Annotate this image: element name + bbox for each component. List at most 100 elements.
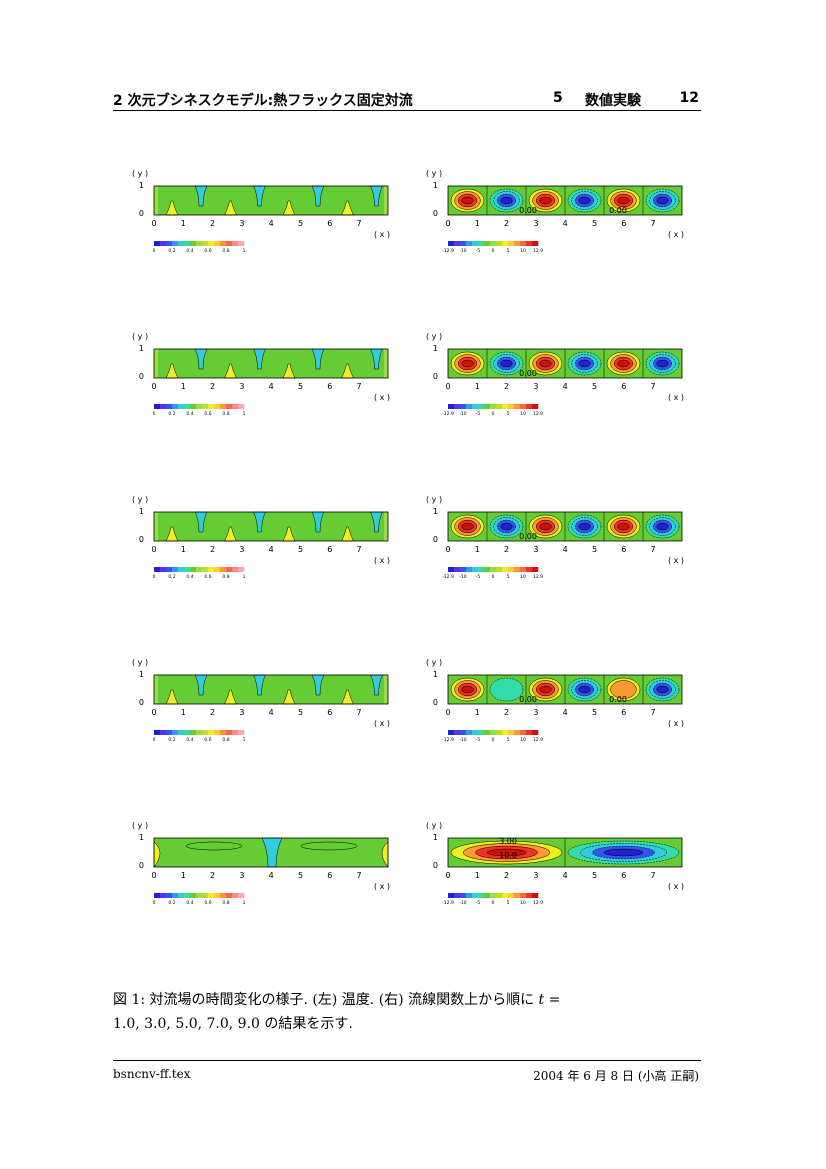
streamfunction-colorbar-swatch	[484, 567, 491, 572]
temperature-y-tick-0: 0	[139, 861, 144, 870]
plot-frame	[153, 674, 389, 705]
contour-line	[185, 841, 243, 851]
wall-layer	[154, 512, 158, 541]
temperature-x-axis-label: ( x )	[374, 556, 390, 565]
temperature-x-tick-4: 4	[269, 871, 274, 880]
streamfunction-x-tick-6: 6	[621, 382, 626, 391]
streamfunction-x-tick-0: 0	[445, 219, 450, 228]
streamfunction-colorbar-swatch	[520, 730, 527, 735]
temperature-x-tick-4: 4	[269, 219, 274, 228]
temperature-plot: ( y )100 1 2 3 4 5 6 7( x )0 0.2 0.4 0.6 0.8 1	[132, 169, 390, 254]
warm-plume	[341, 200, 354, 216]
page-footer: bsncnv-ff.tex 2004 年 6 月 8 日 (小高 正嗣)	[113, 1060, 701, 1083]
vortex-core	[656, 522, 669, 531]
temperature-colorbar-swatch	[232, 241, 239, 246]
streamfunction-colorbar-tick: 12.9	[533, 737, 543, 743]
streamfunction-y-tick-1: 1	[433, 344, 438, 353]
streamfunction-colorbar-tick: -10	[459, 737, 466, 743]
vortex-core	[603, 848, 644, 857]
temperature-colorbar-swatch	[232, 404, 239, 409]
warm-plume	[282, 689, 296, 705]
streamfunction-x-tick-1: 1	[475, 545, 480, 554]
temperature-colorbar-swatch	[190, 567, 197, 572]
vortex-core	[539, 522, 552, 531]
vortex-core	[500, 196, 513, 205]
temperature-x-tick-4: 4	[269, 708, 274, 717]
temperature-x-tick-1: 1	[181, 545, 186, 554]
streamfunction-colorbar-swatch	[496, 404, 503, 409]
temperature-colorbar-tick: 1	[243, 900, 246, 906]
streamfunction-x-tick-5: 5	[592, 219, 597, 228]
temperature-colorbar-tick: 1	[243, 248, 246, 254]
streamfunction-colorbar-swatch	[532, 404, 539, 409]
temperature-colorbar-tick: 0.4	[186, 900, 193, 906]
temperature-y-axis-label: ( y )	[132, 658, 148, 667]
temperature-colorbar-swatch	[166, 404, 173, 409]
temperature-colorbar-swatch	[166, 730, 173, 735]
streamfunction-colorbar-tick: -5	[476, 737, 481, 743]
warm-plume	[165, 363, 179, 379]
streamfunction-x-tick-5: 5	[592, 545, 597, 554]
streamfunction-colorbar-swatch	[448, 893, 455, 898]
contour-label: 3.00	[499, 837, 517, 846]
temperature-colorbar-swatch	[184, 567, 191, 572]
temperature-colorbar-swatch	[232, 567, 239, 572]
streamfunction-colorbar-swatch	[490, 567, 497, 572]
temperature-colorbar-swatch	[202, 241, 209, 246]
temperature-x-axis-label: ( x )	[374, 230, 390, 239]
streamfunction-colorbar-swatch	[460, 730, 467, 735]
streamfunction-colorbar-swatch	[472, 241, 479, 246]
streamfunction-x-tick-4: 4	[563, 382, 568, 391]
vortex-core	[500, 522, 513, 531]
temperature-colorbar-swatch	[184, 404, 191, 409]
vortex-core	[578, 685, 591, 694]
temperature-colorbar-swatch	[196, 404, 203, 409]
temperature-x-tick-4: 4	[269, 545, 274, 554]
wall-layer	[154, 186, 158, 215]
temperature-x-tick-3: 3	[239, 382, 244, 391]
streamfunction-x-tick-7: 7	[651, 382, 656, 391]
section-number: 5	[553, 90, 563, 106]
temperature-field	[154, 512, 388, 541]
caption-math-t: t	[538, 992, 545, 1008]
contour-label: 0.00	[519, 695, 537, 704]
streamfunction-colorbar-swatch	[466, 241, 473, 246]
temperature-x-tick-1: 1	[181, 708, 186, 717]
temperature-x-tick-1: 1	[181, 382, 186, 391]
streamfunction-colorbar-swatch	[514, 730, 521, 735]
streamfunction-colorbar-swatch	[520, 567, 527, 572]
temperature-colorbar-swatch	[226, 567, 233, 572]
temperature-colorbar-tick: 0.2	[168, 411, 175, 417]
temperature-x-tick-6: 6	[327, 382, 332, 391]
streamfunction-colorbar-swatch	[490, 893, 497, 898]
streamfunction-x-tick-2: 2	[504, 219, 509, 228]
temperature-colorbar-tick: 0	[153, 411, 156, 417]
streamfunction-colorbar-swatch	[484, 730, 491, 735]
temperature-colorbar-swatch	[208, 893, 215, 898]
warm-plume	[165, 200, 179, 216]
temperature-x-tick-5: 5	[298, 871, 303, 880]
temperature-colorbar-swatch	[238, 730, 245, 735]
wall-layer	[154, 675, 158, 704]
temperature-colorbar-tick: 0	[153, 574, 156, 580]
vortex-core	[461, 196, 474, 205]
temperature-colorbar-swatch	[196, 241, 203, 246]
streamfunction-panel-2: 0.00( y ) 1 0 0 1 2 3 4 5 6 7( x ) -12.9 -10 -5 0 5 10 12…	[424, 332, 724, 433]
warm-plume	[341, 689, 354, 705]
temperature-y-tick-1: 1	[139, 344, 144, 353]
streamfunction-colorbar-swatch	[502, 730, 509, 735]
figure-caption: 図 1: 対流場の時間変化の様子. (左) 温度. (右) 流線関数上から順に …	[113, 988, 701, 1036]
streamfunction-x-tick-3: 3	[533, 545, 538, 554]
temperature-colorbar-swatch	[172, 893, 179, 898]
contour-label: 0.00	[609, 206, 627, 215]
contour-label: 0.00	[609, 695, 627, 704]
temperature-colorbar-tick: 1	[243, 737, 246, 743]
streamfunction-colorbar-swatch	[526, 893, 533, 898]
temperature-colorbar-swatch	[196, 567, 203, 572]
temperature-colorbar-tick: 0.8	[222, 574, 229, 580]
streamfunction-colorbar-swatch	[508, 730, 515, 735]
cold-plume	[253, 511, 266, 533]
temperature-x-tick-2: 2	[210, 382, 215, 391]
temperature-x-tick-2: 2	[210, 708, 215, 717]
streamfunction-colorbar-swatch	[448, 567, 455, 572]
